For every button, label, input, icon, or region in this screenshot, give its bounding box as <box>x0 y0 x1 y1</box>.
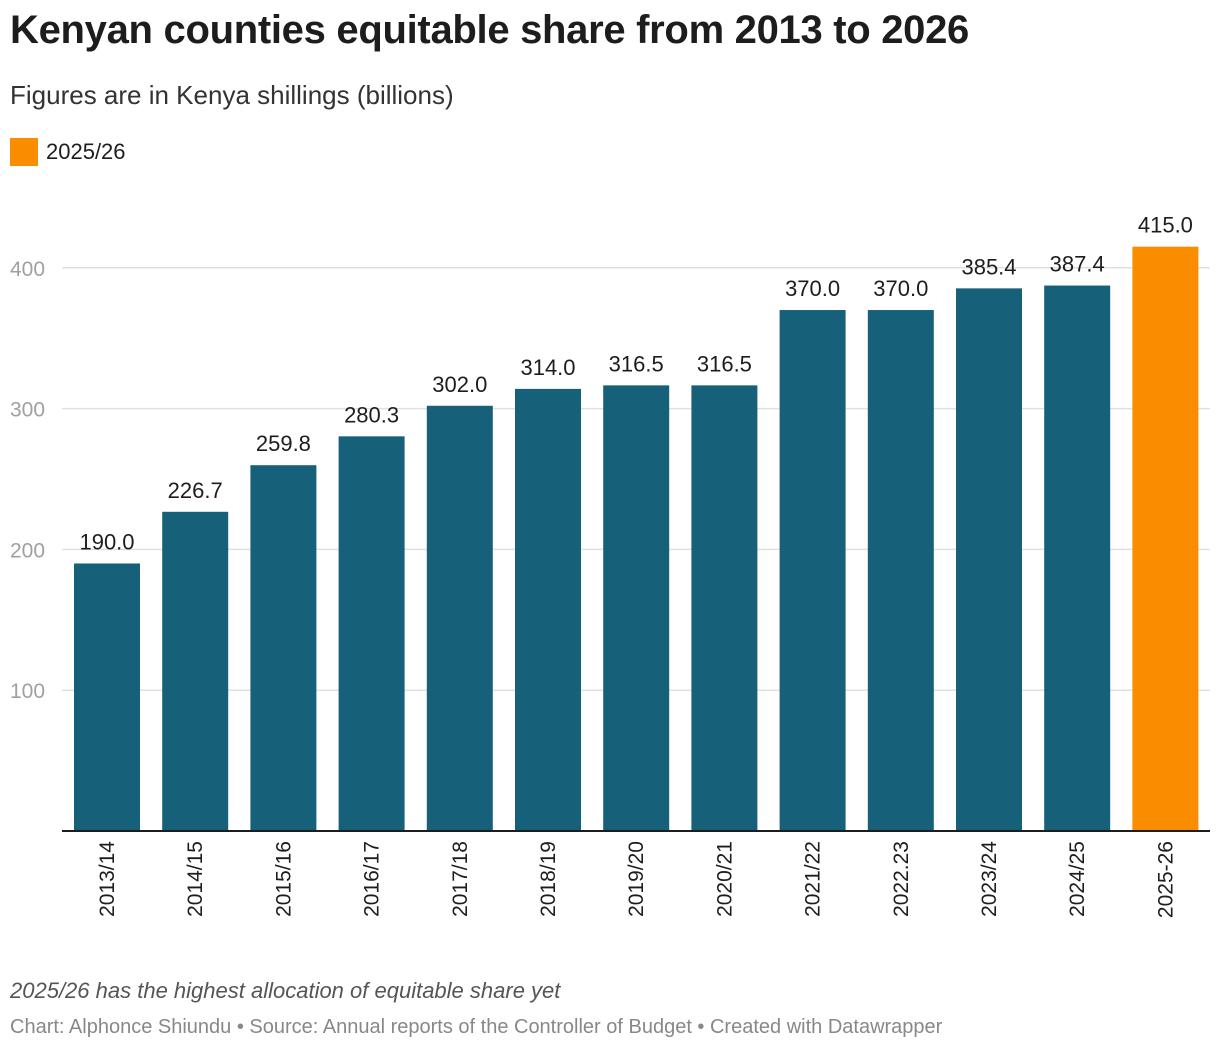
x-tick-label-2015/16: 2015/16 <box>272 841 295 917</box>
bar-2020/21 <box>691 385 758 831</box>
chart-note: 2025/26 has the highest allocation of eq… <box>10 978 561 1003</box>
x-tick-label-2017/18: 2017/18 <box>449 841 472 917</box>
value-label-2025-26: 415.0 <box>1138 213 1193 238</box>
x-tick-label-2013/14: 2013/14 <box>96 841 119 917</box>
x-tick-label-2022.23: 2022.23 <box>890 841 913 917</box>
value-label-2013/14: 190.0 <box>79 529 134 554</box>
y-tick-label-400: 400 <box>10 258 45 281</box>
x-tick-label-2019/20: 2019/20 <box>625 841 648 917</box>
value-label-2022.23: 370.0 <box>873 276 928 301</box>
bar-2018/19 <box>515 388 581 831</box>
value-label-2020/21: 316.5 <box>697 351 752 376</box>
bar-2014/15 <box>162 511 229 831</box>
bar-2024/25 <box>1044 285 1111 832</box>
value-label-2019/20: 316.5 <box>609 351 664 376</box>
y-tick-label-300: 300 <box>10 399 45 422</box>
value-label-2014/15: 226.7 <box>168 478 223 503</box>
chart-title: Kenyan counties equitable share from 201… <box>10 8 969 52</box>
x-tick-label-2014/15: 2014/15 <box>184 841 207 917</box>
value-label-2015/16: 259.8 <box>256 431 311 456</box>
chart-subtitle: Figures are in Kenya shillings (billions… <box>10 80 454 110</box>
bar-2013/14 <box>74 563 140 831</box>
bar-2019/20 <box>603 385 670 831</box>
chart-credit: Chart: Alphonce Shiundu • Source: Annual… <box>10 1016 943 1038</box>
bar-2016/17 <box>338 436 405 831</box>
bar-2022.23 <box>867 310 934 831</box>
legend-label: 2025/26 <box>46 139 126 164</box>
x-tick-label-2025-26: 2025-26 <box>1154 841 1177 918</box>
value-label-2021/22: 370.0 <box>785 276 840 301</box>
legend-swatch <box>10 138 38 166</box>
y-tick-label-200: 200 <box>10 539 45 562</box>
value-label-2018/19: 314.0 <box>520 355 575 380</box>
x-tick-label-2020/21: 2020/21 <box>713 841 736 917</box>
axes: 2013/14 2014/15 2015/16 2016/17 2017/18 2018/… <box>62 830 1210 918</box>
bar-2023/24 <box>956 288 1022 831</box>
bar-chart: 100 200 300 400 190.0 226.7 259.8 280.3 302.0 31… <box>10 213 1210 918</box>
x-tick-label-2021/22: 2021/22 <box>802 841 825 917</box>
bar-2021/22 <box>779 310 846 831</box>
x-tick-label-2016/17: 2016/17 <box>361 841 384 917</box>
value-label-2023/24: 385.4 <box>961 254 1016 279</box>
value-label-2016/17: 280.3 <box>344 402 399 427</box>
value-label-2024/25: 387.4 <box>1050 252 1105 277</box>
x-tick-label-2023/24: 2023/24 <box>978 841 1001 917</box>
bar-2017/18 <box>426 405 493 831</box>
bar-2025-26 <box>1132 246 1199 831</box>
y-tick-label-100: 100 <box>10 680 45 703</box>
x-tick-label-2018/19: 2018/19 <box>537 841 560 917</box>
value-label-2017/18: 302.0 <box>432 372 487 397</box>
bars: 190.0 226.7 259.8 280.3 302.0 314.0 316.5 316.5… <box>74 213 1199 832</box>
bar-2015/16 <box>250 465 317 831</box>
legend: 2025/26 <box>10 138 126 166</box>
x-tick-label-2024/25: 2024/25 <box>1066 841 1089 917</box>
